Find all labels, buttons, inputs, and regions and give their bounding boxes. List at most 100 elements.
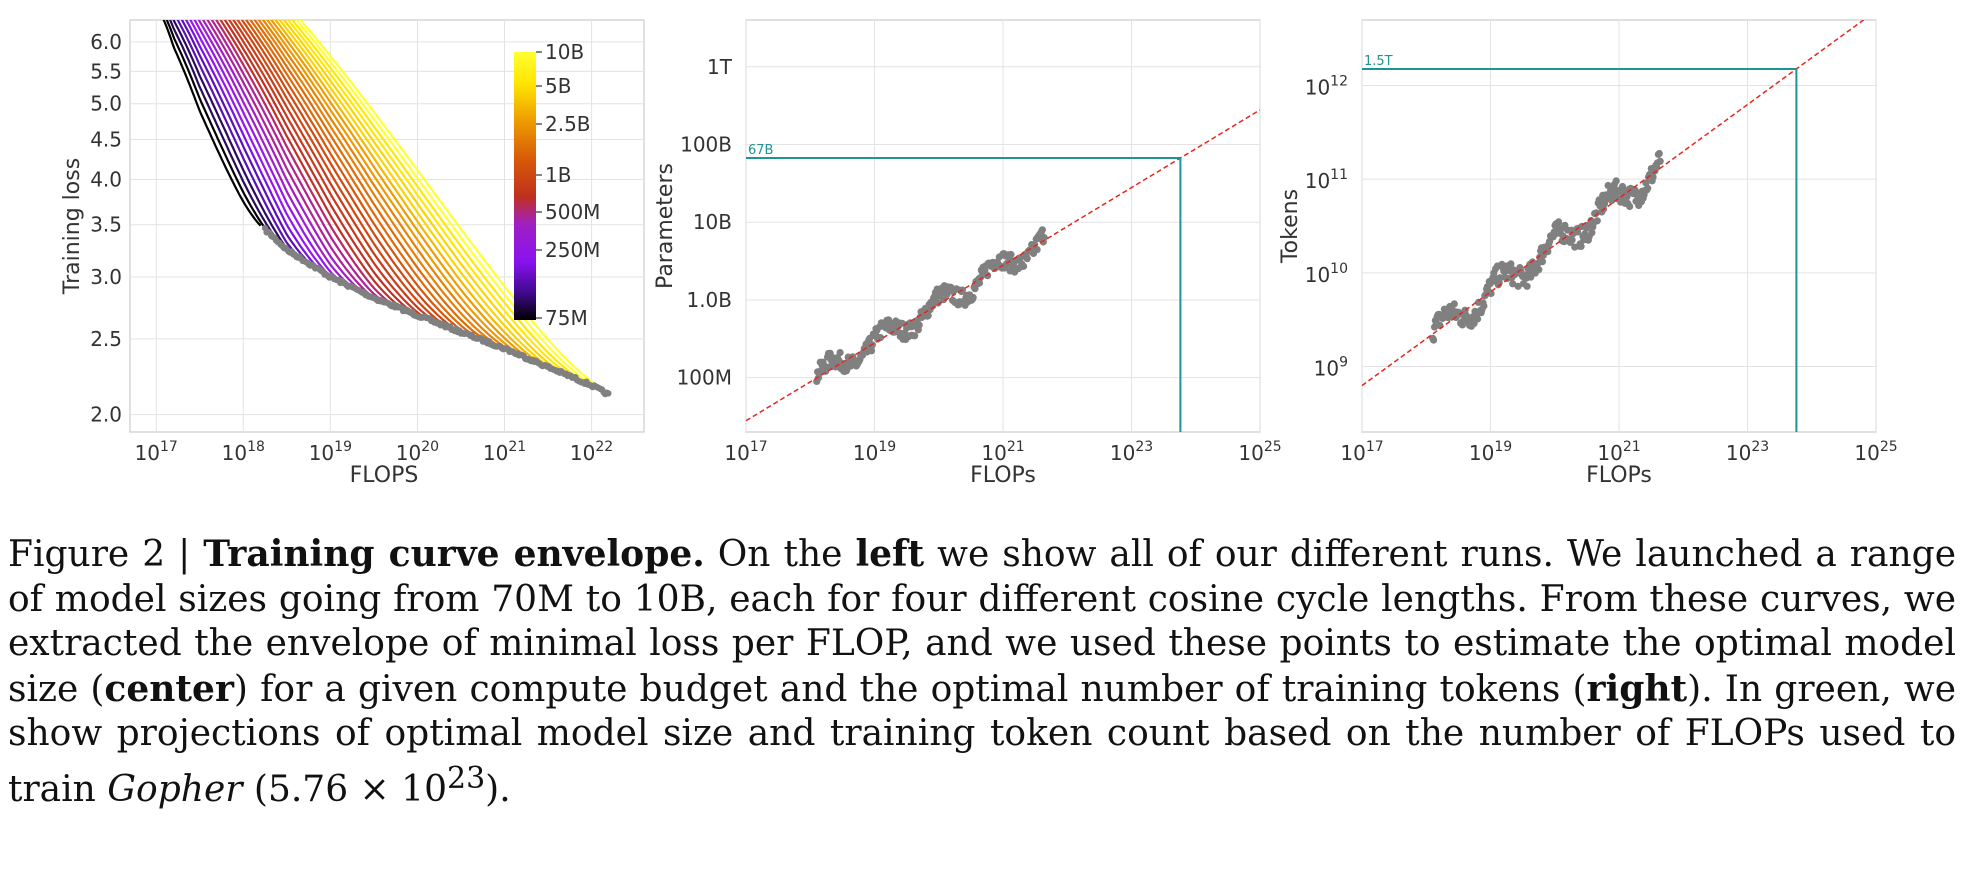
y-tick-label: 1T: [707, 55, 733, 79]
projection-lines: [746, 157, 1182, 432]
training-curve: [244, 20, 473, 338]
training-curve: [168, 20, 283, 246]
tick-base: 10: [1726, 441, 1751, 465]
training-curve: [278, 20, 557, 372]
scatter-point: [1487, 289, 1495, 298]
training-curve: [165, 20, 273, 237]
x-tick-label: 1025: [1238, 439, 1281, 465]
tick-exponent: 12: [1330, 73, 1348, 89]
y-tick-label: 1011: [1305, 167, 1348, 193]
x-tick-label: 1017: [724, 439, 767, 465]
training-curve: [282, 20, 568, 376]
y-tick-label: 5.0: [90, 92, 122, 116]
scatter-point: [836, 349, 844, 357]
colorbar-tick-label: 75M: [545, 306, 588, 330]
training-curve: [180, 20, 315, 268]
scatter-point: [867, 347, 876, 355]
x-tick-label: 1017: [135, 439, 178, 465]
training-curve: [270, 20, 536, 363]
scatter-point: [1588, 229, 1596, 237]
envelope-points: [261, 224, 612, 398]
y-tick-label: 100B: [680, 133, 732, 157]
scatter-point: [876, 334, 885, 342]
training-curve: [249, 20, 483, 342]
figure-panels: 1017 1018 1019 1020 1021 10222.02.53.03.54.04…: [60, 19, 1898, 488]
tick-base: 10: [981, 441, 1006, 465]
scatter-point: [975, 279, 984, 287]
scatter-point: [1577, 242, 1585, 250]
training-curve: [240, 20, 462, 334]
tick-base: 10: [1110, 441, 1135, 465]
training-curve: [290, 20, 589, 385]
x-tick-label: 1019: [1469, 439, 1512, 465]
scatter-point: [934, 299, 942, 307]
y-tick-label: 2.0: [90, 403, 122, 427]
x-tick-label: 1017: [1340, 439, 1383, 465]
scatter-point: [1655, 149, 1663, 158]
scatter-point: [1007, 250, 1015, 259]
caption-text: ) for a given compute budget and the opt…: [233, 668, 1587, 710]
y-axis-title: Training loss: [60, 158, 85, 295]
scatter-point: [1592, 209, 1600, 217]
tick-exponent: 10: [1330, 261, 1348, 277]
x-axis-title: FLOPs: [970, 463, 1036, 488]
tick-base: 10: [309, 441, 334, 465]
x-tick-label: 1020: [396, 439, 439, 465]
training-curves: [162, 20, 610, 396]
tick-exponent: 9: [1339, 355, 1348, 371]
tokens-panel: 1.5T 1017 1019 1021 1023 1025109101010111012…: [1278, 19, 1898, 488]
training-curve: [215, 20, 399, 309]
scatter-point: [939, 296, 948, 304]
tick-base: 10: [853, 441, 878, 465]
colorbar-tick-label: 5B: [545, 74, 571, 98]
training-curve: [210, 20, 388, 305]
scatter-point: [924, 312, 932, 320]
tick-exponent: 17: [750, 439, 768, 455]
colorbar-tick-label: 500M: [545, 200, 600, 224]
caption-right: right: [1586, 667, 1688, 710]
training-curve: [227, 20, 431, 321]
x-tick-label: 1018: [222, 439, 265, 465]
tick-exponent: 19: [1494, 439, 1512, 455]
y-tick-label: 109: [1314, 355, 1348, 381]
figure-caption: Figure 2 | Training curve envelope. On t…: [8, 532, 1956, 812]
scatter-point: [1607, 186, 1615, 194]
tick-base: 10: [1305, 263, 1330, 287]
colorbar: 10B 5B 2.5B 1B 500M 250M 75M: [514, 40, 600, 330]
x-tick-label: 1022: [570, 439, 613, 465]
training-curve: [274, 20, 547, 368]
training-curve: [223, 20, 420, 317]
x-tick-label: 1019: [853, 439, 896, 465]
scatter-point: [1626, 202, 1634, 211]
tick-base: 10: [570, 441, 595, 465]
y-tick-label: 5.5: [90, 59, 122, 83]
training-curve: [286, 20, 578, 381]
scatter-point: [1430, 336, 1438, 344]
scatter-point: [1040, 234, 1048, 242]
training-curve: [299, 20, 610, 396]
caption-text: On the: [704, 534, 856, 575]
tick-exponent: 18: [247, 439, 265, 455]
tick-exponent: 21: [508, 439, 526, 455]
training-curve: [236, 20, 452, 330]
y-tick-label: 1012: [1305, 73, 1348, 99]
scatter-point: [1649, 173, 1657, 181]
tick-base: 10: [1854, 441, 1879, 465]
x-axis-title: FLOPs: [1586, 463, 1652, 488]
scatter-point: [1538, 258, 1546, 266]
y-tick-label: 2.5: [90, 327, 122, 351]
caption-figure-label: Figure 2 |: [8, 534, 204, 575]
training-curve: [193, 20, 346, 285]
scatter-point: [1450, 300, 1458, 308]
scatter-point: [1523, 282, 1531, 290]
training-curves-panel: 1017 1018 1019 1020 1021 10222.02.53.03.54.04…: [60, 19, 645, 488]
fit-line-segment: [746, 109, 1260, 422]
y-axis-title: Tokens: [1278, 189, 1303, 264]
scatter-point: [969, 293, 977, 302]
training-curve: [197, 20, 357, 291]
scatter-point: [1593, 217, 1601, 225]
fit-line-segment: [1362, 20, 1865, 387]
colorbar-gradient: [514, 52, 536, 320]
caption-text: we show all of our different runs. We la…: [8, 534, 1957, 710]
